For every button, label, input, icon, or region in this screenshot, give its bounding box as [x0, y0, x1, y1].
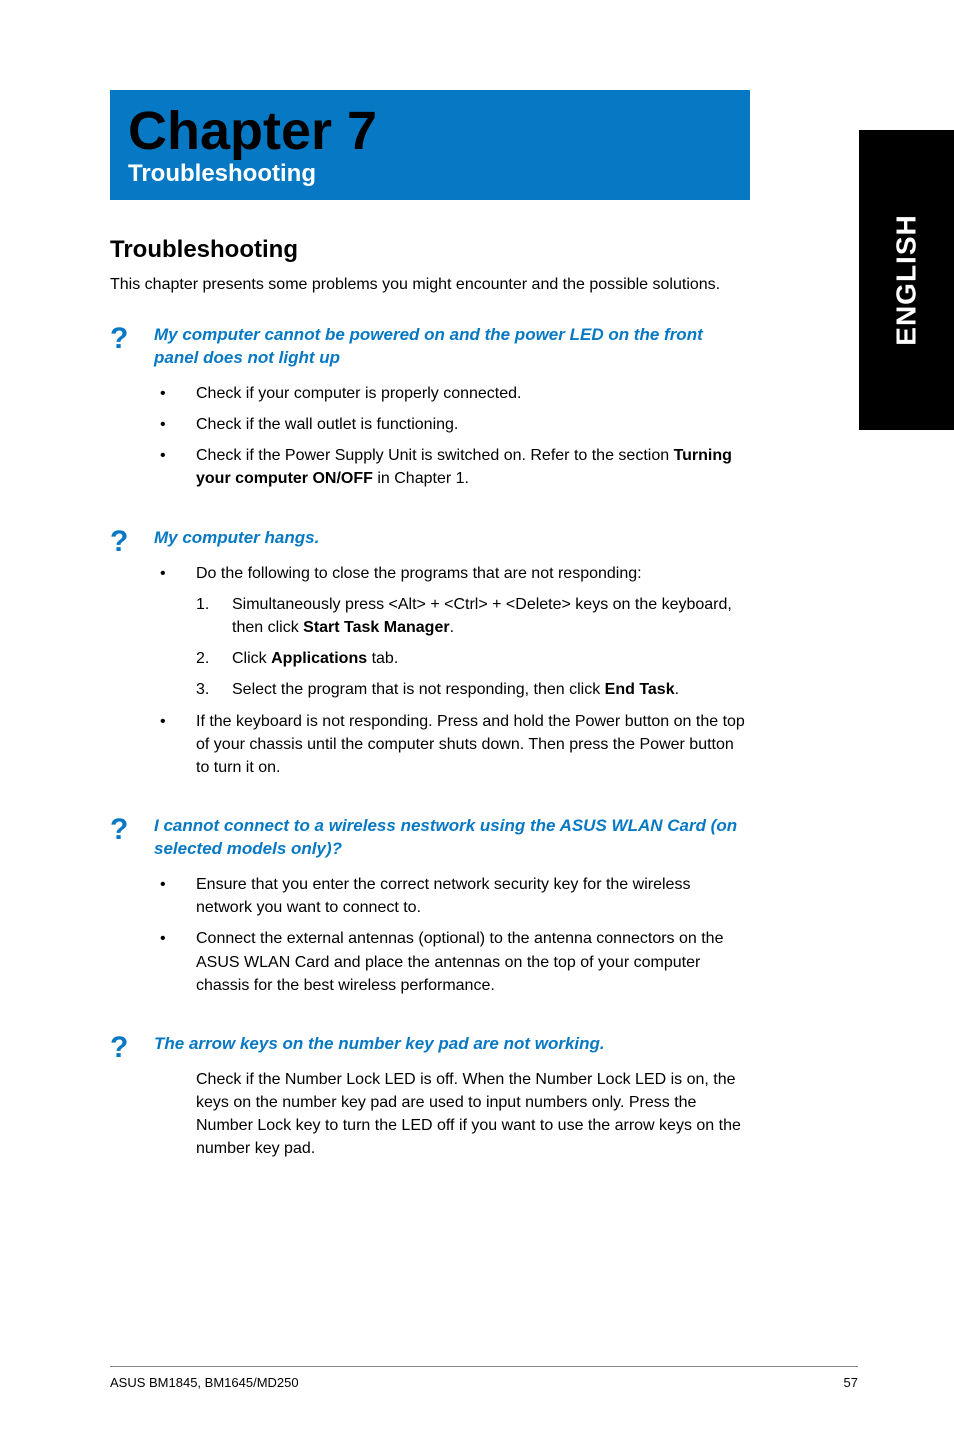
qa-block: ? My computer cannot be powered on and t… [110, 324, 750, 499]
chapter-title: Troubleshooting [128, 160, 732, 188]
section-heading: Troubleshooting [110, 236, 750, 264]
question-mark-icon: ? [110, 527, 154, 787]
page-footer: ASUS BM1845, BM1645/MD250 57 [110, 1366, 858, 1390]
bullet-item: • Check if your computer is properly con… [154, 382, 750, 405]
question-title: I cannot connect to a wireless nestwork … [154, 815, 750, 861]
bullet-text: Check if your computer is properly conne… [196, 382, 750, 405]
bullet-text: If the keyboard is not responding. Press… [196, 710, 750, 780]
bullet-marker: • [154, 710, 196, 780]
question-mark-icon: ? [110, 1033, 154, 1169]
bullet-text: Ensure that you enter the correct networ… [196, 873, 750, 919]
bullet-marker: • [154, 444, 196, 490]
bold-span: Applications [271, 650, 367, 667]
question-title: My computer cannot be powered on and the… [154, 324, 750, 370]
bullet-item: • Do the following to close the programs… [154, 562, 750, 585]
bullet-text: Connect the external antennas (optional)… [196, 927, 750, 997]
qa-block: ? I cannot connect to a wireless nestwor… [110, 815, 750, 1005]
footer-page-number: 57 [844, 1375, 858, 1390]
numbered-item: 2. Click Applications tab. [154, 647, 750, 670]
text-span: Check if the Power Supply Unit is switch… [196, 447, 674, 464]
qa-body: I cannot connect to a wireless nestwork … [154, 815, 750, 1005]
number-marker: 1. [196, 593, 232, 639]
bullet-text: Do the following to close the programs t… [196, 562, 750, 585]
intro-text: This chapter presents some problems you … [110, 276, 750, 294]
numbered-text: Select the program that is not respondin… [232, 678, 750, 701]
bullet-item: • Check if the Power Supply Unit is swit… [154, 444, 750, 490]
bullet-text: Check if the Power Supply Unit is switch… [196, 444, 750, 490]
qa-block: ? The arrow keys on the number key pad a… [110, 1033, 750, 1169]
qa-body: The arrow keys on the number key pad are… [154, 1033, 750, 1169]
bullet-item: • If the keyboard is not responding. Pre… [154, 710, 750, 780]
numbered-item: 3. Select the program that is not respon… [154, 678, 750, 701]
text-span: . [450, 619, 454, 636]
qa-body: My computer cannot be powered on and the… [154, 324, 750, 499]
bold-span: Start Task Manager [303, 619, 449, 636]
bold-span: End Task [605, 681, 675, 698]
bullet-marker: • [154, 927, 196, 997]
bullet-item: • Ensure that you enter the correct netw… [154, 873, 750, 919]
bullet-item: • Connect the external antennas (optiona… [154, 927, 750, 997]
text-span: Select the program that is not respondin… [232, 681, 605, 698]
qa-body: My computer hangs. • Do the following to… [154, 527, 750, 787]
footer-left: ASUS BM1845, BM1645/MD250 [110, 1375, 299, 1390]
bullet-marker: • [154, 413, 196, 436]
bullet-text: Check if the wall outlet is functioning. [196, 413, 750, 436]
number-marker: 2. [196, 647, 232, 670]
language-label: ENGLISH [891, 214, 923, 345]
answer-paragraph: Check if the Number Lock LED is off. Whe… [154, 1068, 750, 1161]
bullet-item: • Check if the wall outlet is functionin… [154, 413, 750, 436]
bullet-marker: • [154, 382, 196, 405]
numbered-item: 1. Simultaneously press <Alt> + <Ctrl> +… [154, 593, 750, 639]
question-mark-icon: ? [110, 815, 154, 1005]
text-span: . [675, 681, 679, 698]
page-content: Chapter 7 Troubleshooting Troubleshootin… [0, 0, 860, 1237]
chapter-banner: Chapter 7 Troubleshooting [110, 90, 750, 200]
bullet-marker: • [154, 562, 196, 585]
numbered-text: Simultaneously press <Alt> + <Ctrl> + <D… [232, 593, 750, 639]
question-title: The arrow keys on the number key pad are… [154, 1033, 750, 1056]
text-span: in Chapter 1. [373, 470, 469, 487]
numbered-text: Click Applications tab. [232, 647, 750, 670]
chapter-number: Chapter 7 [128, 104, 732, 158]
language-side-tab: ENGLISH [859, 130, 954, 430]
text-span: tab. [367, 650, 398, 667]
bullet-marker: • [154, 873, 196, 919]
question-mark-icon: ? [110, 324, 154, 499]
qa-block: ? My computer hangs. • Do the following … [110, 527, 750, 787]
number-marker: 3. [196, 678, 232, 701]
question-title: My computer hangs. [154, 527, 750, 550]
text-span: Click [232, 650, 271, 667]
